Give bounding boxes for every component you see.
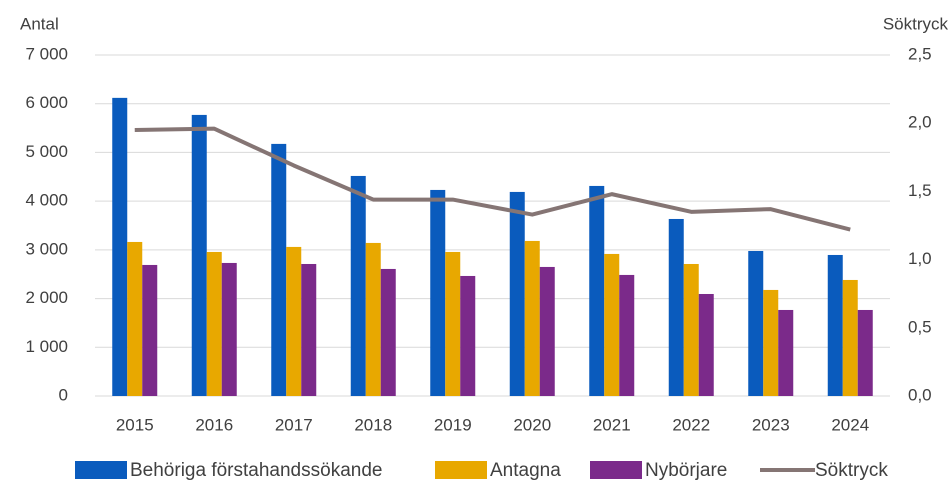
y-tick-label: 0 <box>59 385 68 404</box>
bar <box>206 251 222 396</box>
bar <box>698 293 714 396</box>
bar <box>524 240 540 396</box>
bar <box>763 289 779 396</box>
bar <box>445 251 461 396</box>
bar <box>221 262 237 396</box>
x-tick-label: 2021 <box>593 415 631 434</box>
y2-tick-label: 2,0 <box>908 113 932 132</box>
y-tick-label: 7 000 <box>25 44 68 63</box>
y-tick-label: 1 000 <box>25 337 68 356</box>
bar <box>842 279 858 396</box>
y-tick-label: 5 000 <box>25 142 68 161</box>
bar <box>778 309 794 396</box>
bar <box>350 175 366 396</box>
x-tick-label: 2018 <box>354 415 392 434</box>
bar <box>301 263 317 396</box>
x-tick-label: 2017 <box>275 415 313 434</box>
x-tick-label: 2015 <box>116 415 154 434</box>
legend-swatch <box>590 461 642 479</box>
bar <box>589 185 605 396</box>
legend-swatch <box>435 461 487 479</box>
bar <box>668 218 684 396</box>
bar <box>857 309 873 396</box>
y2-tick-label: 0,0 <box>908 385 932 404</box>
legend-label: Antagna <box>490 460 561 481</box>
y2-tick-label: 1,5 <box>908 181 932 200</box>
bar <box>430 189 446 396</box>
y2-tick-label: 0,5 <box>908 317 932 336</box>
bar <box>127 241 143 396</box>
y2-axis-title: Söktryck <box>883 14 949 33</box>
y-tick-label: 2 000 <box>25 288 68 307</box>
bar <box>604 253 620 396</box>
bar <box>827 254 843 396</box>
bar <box>683 263 699 396</box>
x-tick-label: 2024 <box>831 415 869 434</box>
bar <box>460 275 476 396</box>
bar <box>271 143 287 396</box>
x-tick-label: 2023 <box>752 415 790 434</box>
y2-tick-label: 1,0 <box>908 249 932 268</box>
bar <box>509 191 525 396</box>
legend-label: Nybörjare <box>645 460 727 481</box>
bar <box>286 246 302 396</box>
bar <box>142 264 158 396</box>
bar <box>748 250 764 396</box>
y-tick-label: 3 000 <box>25 239 68 258</box>
legend-label: Behöriga förstahandssökande <box>130 460 382 481</box>
x-tick-label: 2019 <box>434 415 472 434</box>
legend-swatch <box>75 461 127 479</box>
y-tick-label: 4 000 <box>25 191 68 210</box>
x-tick-label: 2016 <box>195 415 233 434</box>
bar <box>191 114 207 396</box>
y-axis-title: Antal <box>20 14 59 33</box>
bar <box>539 266 555 396</box>
bar <box>619 274 635 396</box>
bar <box>365 242 381 396</box>
x-tick-label: 2020 <box>513 415 551 434</box>
x-tick-label: 2022 <box>672 415 710 434</box>
line <box>134 126 851 232</box>
bar <box>380 268 396 396</box>
y2-tick-label: 2,5 <box>908 44 932 63</box>
y-tick-label: 6 000 <box>25 93 68 112</box>
legend-label: Söktryck <box>815 460 888 481</box>
bar <box>112 97 128 397</box>
